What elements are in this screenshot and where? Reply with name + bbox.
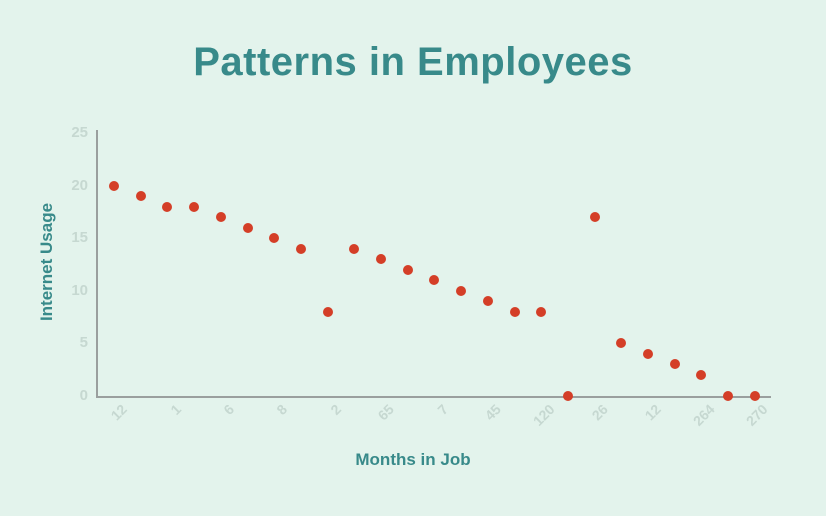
data-point <box>376 254 386 265</box>
data-point <box>749 391 760 401</box>
data-point <box>723 391 734 401</box>
y-axis-line <box>96 130 98 398</box>
data-point <box>269 233 280 244</box>
x-axis-line <box>96 396 771 398</box>
data-point <box>562 391 573 401</box>
x-tick-label: 270 <box>743 401 772 429</box>
y-tick-label: 20 <box>71 176 88 194</box>
y-tick-label: 15 <box>71 229 88 247</box>
data-point <box>669 359 680 370</box>
data-point <box>135 191 146 202</box>
data-point <box>109 180 119 191</box>
x-tick-label: 65 <box>374 401 398 424</box>
x-tick-label: 1 <box>166 401 184 418</box>
x-tick-label: 8 <box>273 401 291 418</box>
x-tick-label: 264 <box>689 401 718 429</box>
x-tick-label: 26 <box>588 401 611 424</box>
data-point <box>242 222 253 233</box>
data-point <box>456 285 467 296</box>
data-point <box>189 201 200 212</box>
data-point <box>643 348 653 359</box>
data-point <box>162 201 173 212</box>
data-point <box>429 275 440 286</box>
x-tick-label: 7 <box>433 401 451 418</box>
y-tick-label: 0 <box>79 387 88 404</box>
x-tick-label: 12 <box>107 401 131 424</box>
y-axis-title: Internet Usage <box>37 202 56 322</box>
data-point <box>402 264 413 275</box>
chart-title: Patterns in Employees <box>193 40 633 84</box>
data-point <box>482 296 493 307</box>
data-point <box>616 338 627 349</box>
x-tick-label: 2 <box>327 401 344 418</box>
data-point <box>349 243 360 254</box>
data-point <box>295 243 306 254</box>
data-point <box>696 369 707 380</box>
data-point <box>509 306 520 317</box>
data-point <box>536 306 547 317</box>
y-tick-label: 5 <box>79 334 88 352</box>
data-point <box>322 306 333 317</box>
x-tick-label: 12 <box>641 401 665 424</box>
data-point <box>215 212 226 223</box>
x-tick-label: 45 <box>481 401 505 424</box>
data-point <box>589 212 600 223</box>
y-tick-label: 25 <box>71 124 88 141</box>
x-tick-label: 6 <box>220 401 238 418</box>
y-tick-label: 10 <box>71 281 88 299</box>
x-tick-label: 120 <box>529 401 558 429</box>
x-axis-title: Months in Job <box>355 450 471 469</box>
